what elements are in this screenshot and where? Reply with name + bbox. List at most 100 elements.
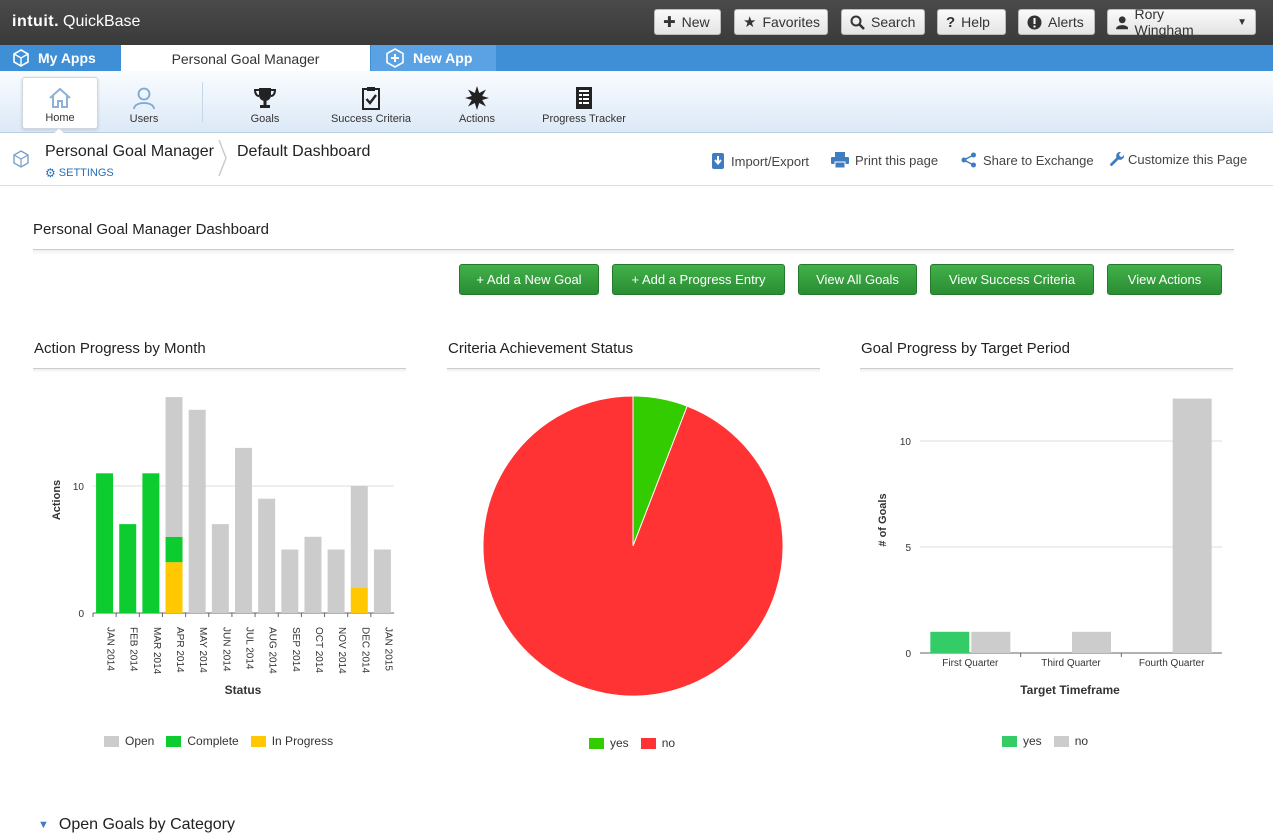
tab-personal-goal-manager[interactable]: Personal Goal Manager <box>121 45 370 72</box>
legend-in-progress[interactable]: In Progress <box>250 734 333 748</box>
criteria-status-pie-chart <box>482 395 784 697</box>
print-page-link[interactable]: Print this page <box>831 152 938 168</box>
nav-actions[interactable]: Actions <box>448 77 506 129</box>
starburst-icon <box>465 86 489 110</box>
bar-open <box>281 549 299 613</box>
legend-label: yes <box>610 736 629 750</box>
bar-complete <box>165 536 183 563</box>
bar-open <box>188 409 206 613</box>
app-cube-icon <box>13 150 29 168</box>
bar-in-progress <box>165 562 183 613</box>
x-tick-label: FEB 2014 <box>128 627 139 672</box>
alerts-button[interactable]: Alerts <box>1018 9 1095 35</box>
x-tick-label: MAY 2014 <box>197 627 208 673</box>
goal-progress-legend: yes no <box>1002 734 1100 748</box>
share-exchange-link[interactable]: Share to Exchange <box>961 152 1094 168</box>
favorites-button[interactable]: ★ Favorites <box>734 9 828 35</box>
nav-users[interactable]: Users <box>110 77 178 129</box>
printer-icon <box>831 152 849 168</box>
nav-success-criteria-label: Success Criteria <box>330 113 412 125</box>
breadcrumb-app[interactable]: Personal Goal Manager <box>45 143 214 160</box>
open-goals-title: Open Goals by Category <box>58 816 235 833</box>
y-axis-label: Actions <box>51 480 63 520</box>
bar-no <box>971 631 1011 653</box>
x-tick-label: JUN 2014 <box>220 627 231 672</box>
alerts-button-label: Alerts <box>1048 14 1084 30</box>
x-tick-label: APR 2014 <box>174 627 185 673</box>
breadcrumb-separator-icon <box>218 140 227 176</box>
legend-label: yes <box>1023 734 1042 748</box>
app-nav-bar: Home Users Goals Success Criteria Action… <box>0 71 1273 133</box>
legend-label: Open <box>125 734 155 748</box>
help-button[interactable]: ? Help <box>937 9 1006 35</box>
legend-yes[interactable]: yes <box>589 736 629 750</box>
add-new-goal-button[interactable]: + Add a New Goal <box>459 264 599 295</box>
share-icon <box>961 152 976 168</box>
nav-success-criteria[interactable]: Success Criteria <box>322 77 420 129</box>
legend-swatch-in-progress <box>250 735 266 747</box>
legend-no[interactable]: no <box>1053 734 1089 748</box>
nav-goals-label: Goals <box>250 113 280 125</box>
legend-open[interactable]: Open <box>104 734 154 748</box>
tab-new-app[interactable]: New App <box>371 45 496 71</box>
bar-open <box>373 549 391 613</box>
x-tick-label: JAN 2014 <box>105 627 116 671</box>
y-tick-label: 10 <box>73 482 85 493</box>
tab-my-apps[interactable]: My Apps <box>12 45 120 71</box>
legend-swatch-yes <box>1002 735 1017 747</box>
nav-divider <box>202 82 203 122</box>
legend-no[interactable]: no <box>640 736 675 750</box>
search-icon <box>850 15 865 30</box>
search-button[interactable]: Search <box>841 9 925 35</box>
search-button-label: Search <box>871 14 916 30</box>
legend-swatch-no <box>1053 735 1069 747</box>
alert-icon <box>1027 15 1042 29</box>
legend-label: no <box>1074 734 1089 748</box>
bar-open <box>235 447 252 613</box>
view-success-criteria-button[interactable]: View Success Criteria <box>930 264 1094 295</box>
y-axis-label: # of Goals <box>877 493 889 546</box>
add-progress-entry-button[interactable]: + Add a Progress Entry <box>612 264 785 295</box>
user-name: Rory Wingham <box>1134 6 1194 38</box>
pie-slice-no <box>482 395 784 697</box>
criteria-status-legend: yes no <box>589 736 687 750</box>
print-page-label: Print this page <box>855 152 939 168</box>
triangle-down-icon: ▼ <box>38 819 49 831</box>
legend-swatch-no <box>640 737 656 749</box>
action-progress-divider <box>33 368 406 373</box>
goal-progress-title: Goal Progress by Target Period <box>861 340 1070 357</box>
legend-yes[interactable]: yes <box>1002 734 1042 748</box>
trophy-icon <box>253 88 277 108</box>
nav-home-label: Home <box>45 112 75 124</box>
user-menu-button[interactable]: Rory Wingham ▼ <box>1107 6 1256 38</box>
view-actions-button[interactable]: View Actions <box>1107 264 1222 295</box>
open-goals-section-toggle[interactable]: ▼ Open Goals by Category <box>38 816 235 834</box>
question-icon: ? <box>946 13 956 31</box>
new-button[interactable]: ✚ New <box>654 9 721 35</box>
logo-product: QuickBase <box>63 13 141 30</box>
new-app-icon <box>386 48 404 68</box>
x-tick-label: MAR 2014 <box>151 627 162 675</box>
app-tab-bar: My Apps Personal Goal Manager New App <box>0 45 1273 72</box>
action-progress-legend: Open Complete In Progress <box>104 734 345 748</box>
x-tick-label: SEP 2014 <box>290 627 301 672</box>
bar-complete <box>96 473 114 613</box>
favorites-button-label: Favorites <box>762 14 821 30</box>
nav-progress-tracker[interactable]: Progress Tracker <box>534 77 634 129</box>
bar-no <box>1072 631 1111 653</box>
view-all-goals-button[interactable]: View All Goals <box>798 264 917 295</box>
quickbase-logo[interactable]: intuit. QuickBase <box>12 13 140 31</box>
settings-link-label: SETTINGS <box>58 167 114 179</box>
dashboard-title: Personal Goal Manager Dashboard <box>33 221 269 238</box>
import-export-link[interactable]: Import/Export <box>711 152 809 170</box>
bar-open <box>211 524 229 613</box>
customize-page-link[interactable]: Customize this Page <box>1110 152 1247 167</box>
settings-link[interactable]: ⚙ SETTINGS <box>45 166 114 180</box>
nav-goals[interactable]: Goals <box>236 77 294 129</box>
nav-home[interactable]: Home <box>22 77 98 129</box>
bar-open <box>258 498 276 613</box>
legend-complete[interactable]: Complete <box>166 734 239 748</box>
bar-complete <box>119 524 137 613</box>
x-tick-label: First Quarter <box>942 658 999 669</box>
dashboard-divider <box>33 249 1234 255</box>
